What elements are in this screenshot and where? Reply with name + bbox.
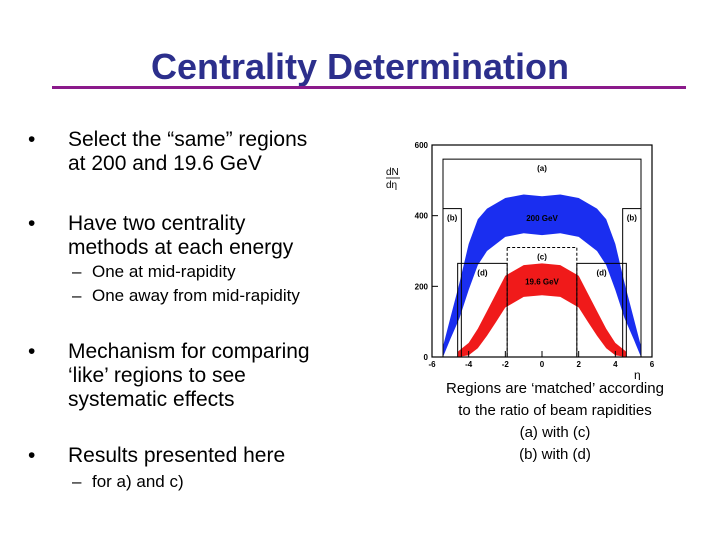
bullet-text: at 200 and 19.6 GeV xyxy=(68,152,262,175)
series-label: 19.6 GeV xyxy=(525,278,559,287)
y-tick-label: 0 xyxy=(424,353,429,362)
slide-title: Centrality Determination xyxy=(150,46,570,87)
bullet-symbol: • xyxy=(28,444,36,467)
figure-caption: Regions are ‘matched’ according to the r… xyxy=(400,378,710,466)
sub-bullet-symbol: – xyxy=(72,472,82,491)
bullet-text: ‘like’ regions to see xyxy=(68,364,246,387)
x-tick-label: 6 xyxy=(650,360,655,369)
bullet-symbol: • xyxy=(28,340,36,363)
bullet-text: methods at each energy xyxy=(68,236,294,259)
region-label: (b) xyxy=(627,214,638,223)
sub-bullet: – for a) and c) xyxy=(72,471,184,493)
bullet-text: Have two centrality xyxy=(68,212,246,235)
dndeta-chart: (a) (b) (b) (c) (d) (d) 200 GeV 19.6 GeV -6 -4 -2 0… xyxy=(386,141,655,380)
sub-bullet-symbol: – xyxy=(72,262,82,281)
y-axis-label: dη xyxy=(386,180,397,191)
x-tick-label: -6 xyxy=(428,360,436,369)
region-label: (d) xyxy=(477,268,488,277)
series-band-blue xyxy=(443,194,641,357)
x-axis-label: η xyxy=(634,368,641,380)
region-box xyxy=(622,208,642,358)
sub-bullet: – One at mid-rapidity xyxy=(72,261,236,283)
region-label: (c) xyxy=(537,252,547,261)
y-tick-label: 200 xyxy=(415,282,429,291)
region-box xyxy=(576,262,627,358)
region-box xyxy=(442,208,462,358)
x-tick-label: 4 xyxy=(613,360,618,369)
sub-bullet-text: One away from mid-rapidity xyxy=(92,286,300,305)
bullet-item: • Have two centrality methods at each en… xyxy=(26,212,293,260)
caption-line: to the ratio of beam rapidities xyxy=(458,402,652,419)
bullet-item: • Select the “same” regions at 200 and 1… xyxy=(26,128,307,176)
y-axis-label: dN xyxy=(386,167,399,178)
series-band-red xyxy=(457,263,627,357)
title-underline xyxy=(52,86,686,89)
caption-line: (a) with (c) xyxy=(519,424,591,441)
bullet-item: • Results presented here xyxy=(26,444,285,468)
plot-frame xyxy=(431,144,653,358)
caption-line: (b) with (d) xyxy=(519,446,591,463)
x-tick-label: 2 xyxy=(576,360,581,369)
bullet-text: Mechanism for comparing xyxy=(68,340,310,363)
y-tick-label: 400 xyxy=(415,212,429,221)
caption-line: Regions are ‘matched’ according xyxy=(446,380,664,397)
sub-bullet-text: for a) and c) xyxy=(92,472,184,491)
sub-bullet: – One away from mid-rapidity xyxy=(72,285,300,307)
bullet-symbol: • xyxy=(28,128,36,151)
bullet-text: Select the “same” regions xyxy=(68,128,308,151)
bullet-symbol: • xyxy=(28,212,36,235)
bullet-text: Results presented here xyxy=(68,444,286,467)
region-label: (b) xyxy=(447,214,458,223)
region-box xyxy=(457,262,508,358)
x-tick-label: 0 xyxy=(540,360,545,369)
x-tick-label: -4 xyxy=(465,360,473,369)
sub-bullet-text: One at mid-rapidity xyxy=(92,262,236,281)
series-label: 200 GeV xyxy=(526,214,558,223)
bullet-item: • Mechanism for comparing ‘like’ regions… xyxy=(26,340,310,412)
bullet-text: systematic effects xyxy=(68,388,235,411)
region-label: (a) xyxy=(537,164,547,173)
x-tick-label: -2 xyxy=(502,360,510,369)
region-label: (d) xyxy=(596,268,607,277)
y-tick-label: 600 xyxy=(415,141,429,150)
sub-bullet-symbol: – xyxy=(72,286,82,305)
